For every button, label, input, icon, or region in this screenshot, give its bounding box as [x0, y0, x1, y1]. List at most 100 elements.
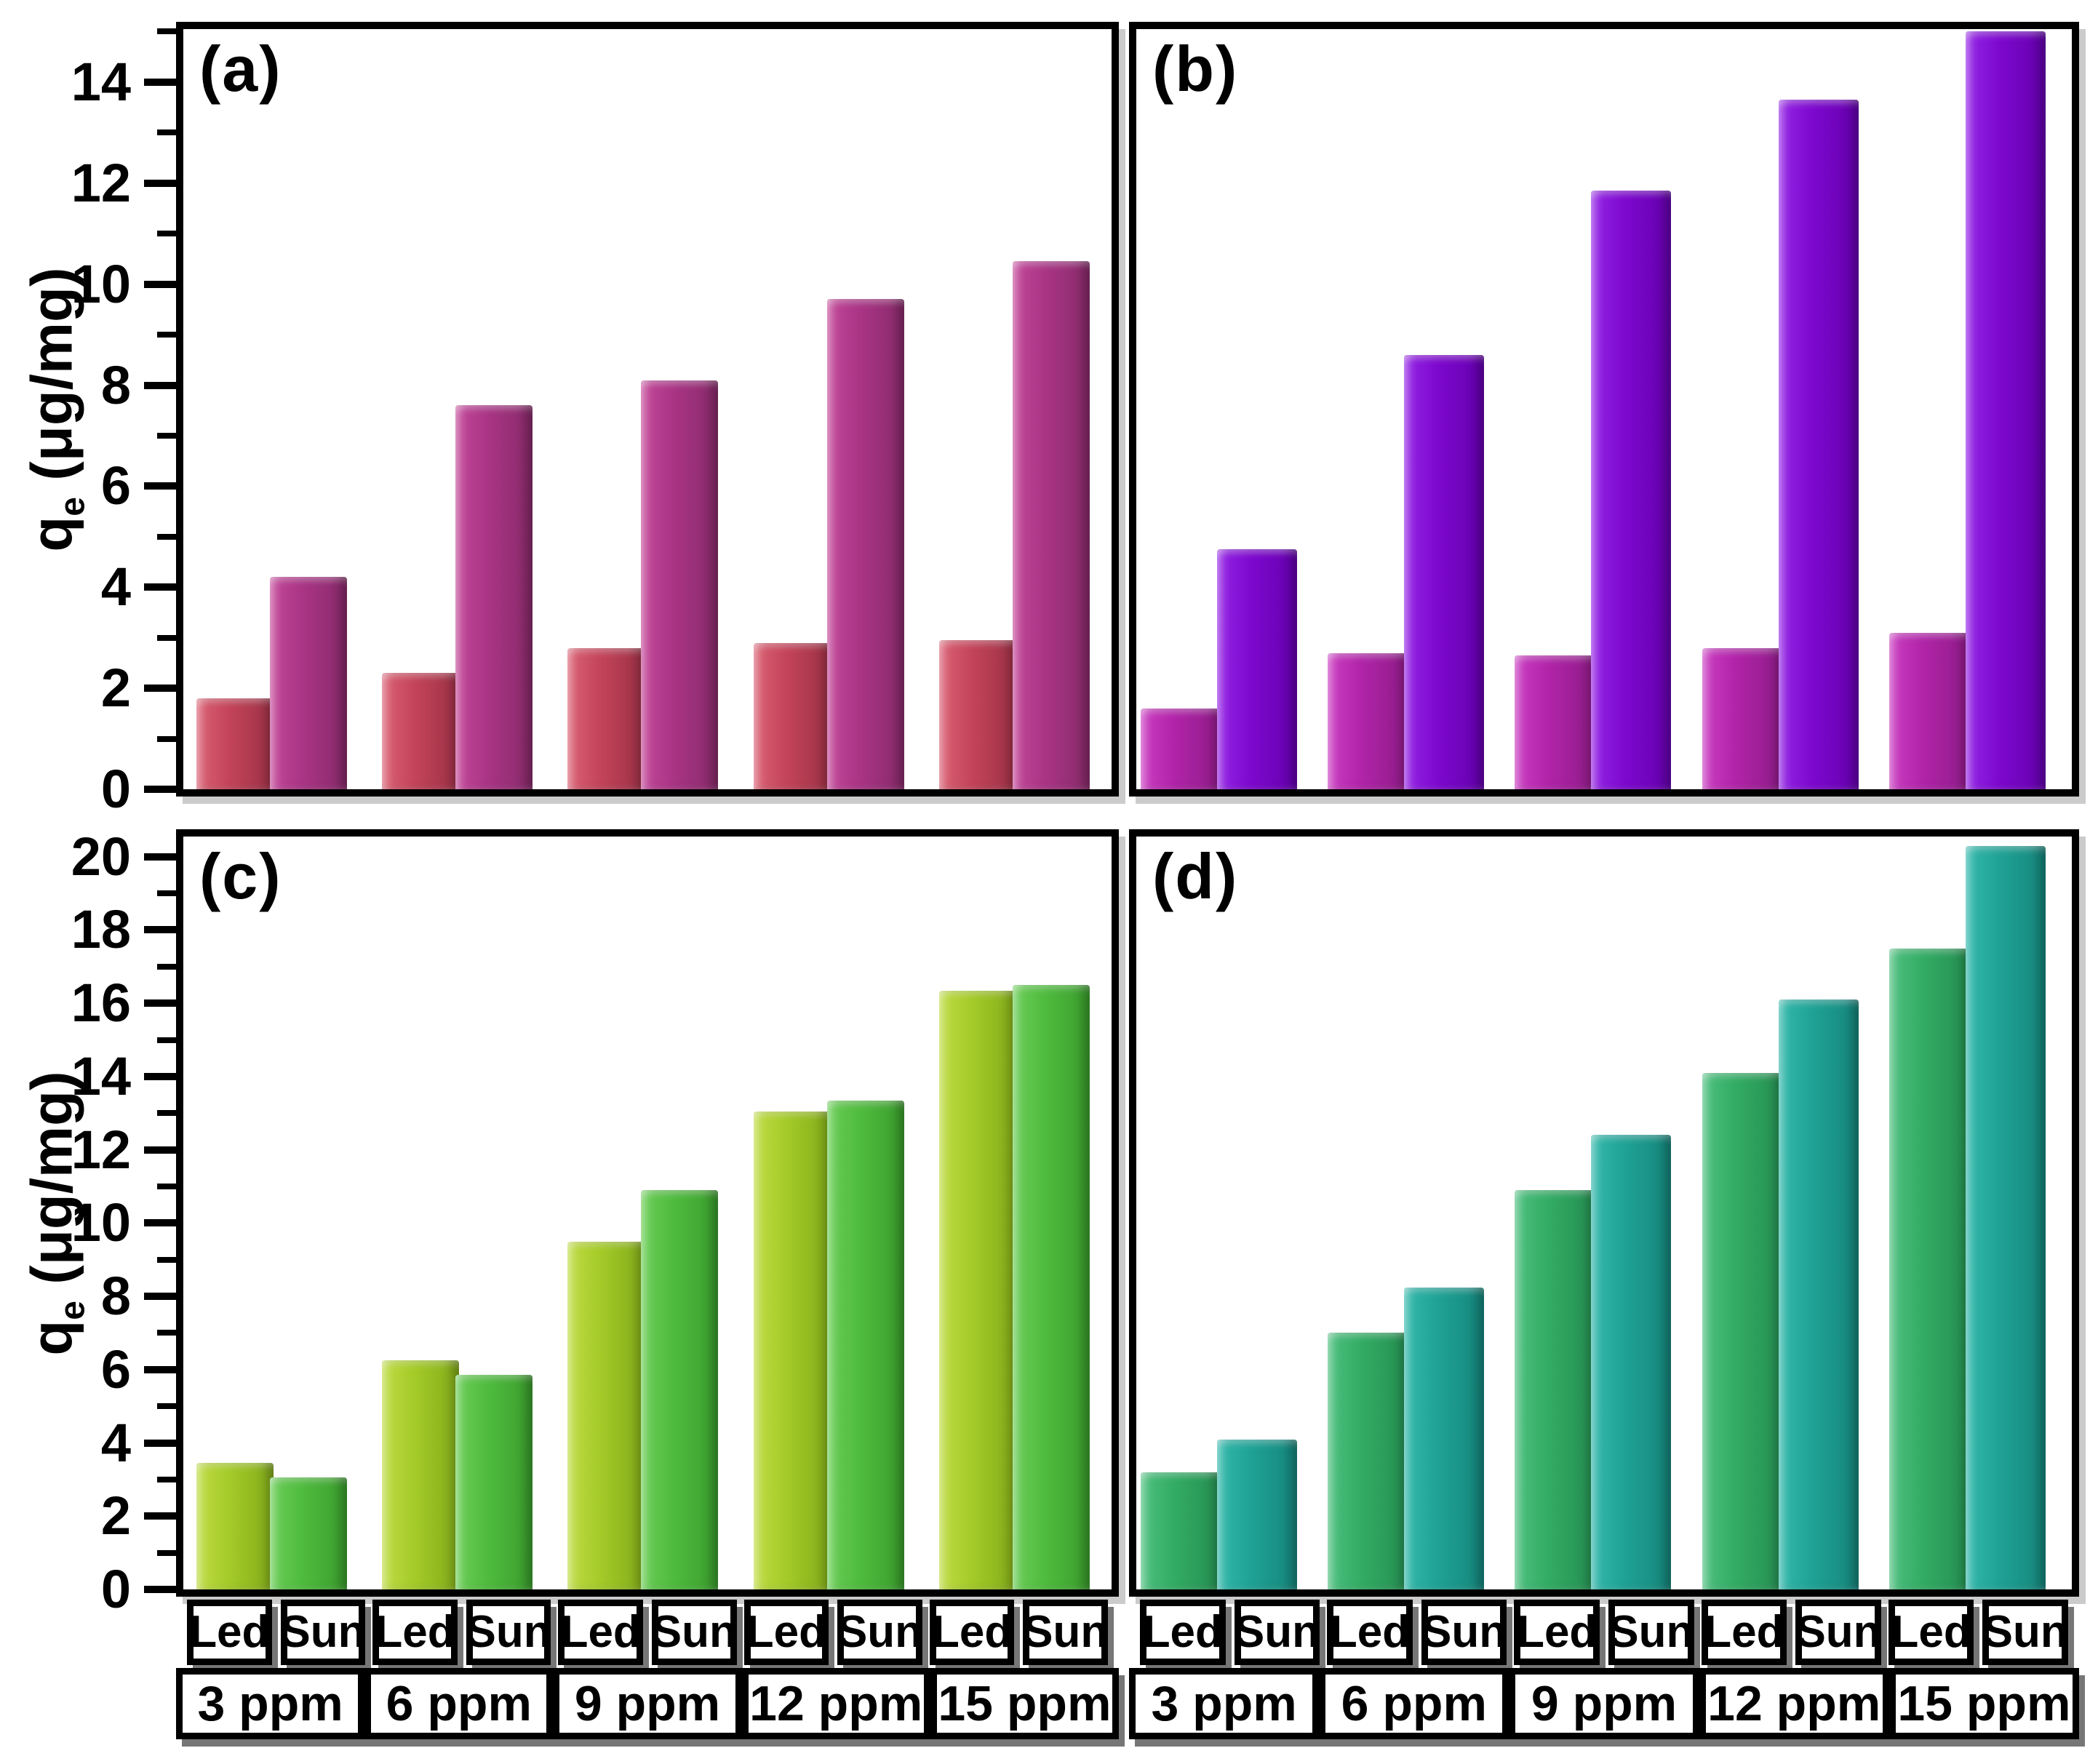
bar-b-sun-6ppm [1404, 354, 1485, 789]
led-sun-label-box-sun: Sun [1023, 1600, 1108, 1665]
bar-b-sun-15ppm [1965, 31, 2046, 789]
bar-b-sun-9ppm [1591, 191, 1672, 789]
led-sun-label: Sun [1421, 1607, 1507, 1657]
led-sun-label: Sun [466, 1607, 551, 1657]
led-sun-label: Led [1891, 1607, 1971, 1657]
y-minor-tick [157, 964, 176, 970]
bar-c-led-9ppm [567, 1241, 645, 1589]
bar-d-led-15ppm [1888, 948, 1969, 1589]
y-minor-tick [157, 635, 176, 641]
y-major-tick [144, 281, 176, 288]
led-sun-label-box-led: Led [558, 1600, 643, 1665]
y-minor-tick [157, 1184, 176, 1189]
panel-plot-area: (d) [1136, 837, 2072, 1589]
led-sun-label: Sun [1023, 1607, 1109, 1657]
y-major-tick [144, 1440, 176, 1447]
bar-b-led-3ppm [1141, 708, 1221, 789]
y-tick-label: 10 [71, 1192, 131, 1253]
y-major-tick [144, 685, 176, 692]
ppm-label-box: 15 ppm [1888, 1668, 2079, 1739]
led-sun-label-box-sun: Sun [1795, 1600, 1881, 1665]
led-sun-label: Sun [1795, 1607, 1881, 1657]
bar-a-sun-6ppm [455, 405, 533, 789]
led-sun-label-box-led: Led [929, 1600, 1015, 1665]
y-major-tick [144, 1512, 176, 1520]
led-sun-label-box-led: Led [1140, 1600, 1226, 1665]
led-sun-label: Led [746, 1607, 827, 1657]
y-minor-tick [157, 28, 176, 34]
led-sun-label-box-sun: Sun [280, 1600, 366, 1665]
led-sun-label-box-led: Led [1701, 1600, 1787, 1665]
bar-b-led-9ppm [1515, 655, 1595, 789]
ppm-label: 12 ppm [1707, 1676, 1881, 1731]
y-axis-label-units: (μg/mg) [19, 266, 84, 497]
y-tick-label: 2 [100, 1485, 131, 1546]
ppm-label-box: 12 ppm [741, 1668, 930, 1739]
panel-c: (c) [176, 829, 1119, 1597]
led-sun-label-box-led: Led [1514, 1600, 1600, 1665]
ppm-label: 6 ppm [1341, 1676, 1487, 1731]
panel-letter: (d) [1152, 840, 1239, 912]
y-tick-label: 12 [71, 1120, 131, 1180]
y-minor-tick [157, 231, 176, 236]
led-sun-label: Led [1517, 1607, 1598, 1657]
ppm-label-box: 9 ppm [1509, 1668, 1699, 1739]
ppm-label: 12 ppm [749, 1676, 923, 1731]
y-minor-tick [157, 890, 176, 896]
bar-c-sun-9ppm [641, 1190, 719, 1589]
y-minor-tick [157, 736, 176, 742]
y-major-tick [144, 482, 176, 490]
y-tick-label: 6 [100, 455, 131, 516]
bar-c-led-6ppm [382, 1360, 460, 1589]
y-major-tick [144, 79, 176, 86]
led-sun-label: Led [1704, 1607, 1784, 1657]
y-axis-label-base: q [19, 516, 84, 552]
panel-letter: (b) [1152, 33, 1239, 105]
ppm-label-box: 3 ppm [176, 1668, 365, 1739]
bar-b-led-6ppm [1328, 652, 1408, 789]
bar-a-sun-15ppm [1012, 261, 1090, 789]
bar-c-led-12ppm [753, 1111, 831, 1589]
y-major-tick [144, 583, 176, 591]
y-tick-label: 14 [71, 52, 131, 112]
panel-plot-area: (c) [183, 837, 1112, 1589]
ppm-label-box: 6 ppm [364, 1668, 554, 1739]
led-sun-label: Led [560, 1607, 641, 1657]
ppm-label: 9 ppm [1531, 1676, 1678, 1731]
bar-b-led-15ppm [1888, 632, 1969, 789]
y-tick-label: 12 [71, 153, 131, 213]
ppm-label: 15 ppm [1897, 1676, 2071, 1731]
ppm-label-box: 6 ppm [1319, 1668, 1509, 1739]
led-sun-label-box-sun: Sun [466, 1600, 551, 1665]
panel-d: (d) [1129, 829, 2079, 1597]
ppm-label: 3 ppm [1151, 1676, 1297, 1731]
y-minor-tick [157, 1403, 176, 1409]
y-tick-label: 16 [71, 973, 131, 1033]
led-sun-label-box-led: Led [1888, 1600, 1974, 1665]
led-sun-label: Sun [837, 1607, 923, 1657]
y-axis-label: qe (μg/mg) [20, 1071, 92, 1355]
led-sun-label: Sun [280, 1607, 366, 1657]
bar-b-sun-3ppm [1217, 549, 1297, 789]
bar-a-led-9ppm [567, 647, 645, 789]
bar-d-sun-15ppm [1965, 845, 2046, 1589]
bar-a-sun-9ppm [641, 380, 719, 789]
led-sun-label: Led [189, 1607, 270, 1657]
bar-c-sun-15ppm [1012, 984, 1090, 1589]
bar-a-led-15ppm [938, 640, 1016, 789]
bar-c-sun-12ppm [826, 1100, 904, 1589]
y-minor-tick [157, 332, 176, 338]
ppm-label: 15 ppm [938, 1676, 1112, 1731]
y-minor-tick [157, 1037, 176, 1043]
y-major-tick [144, 1219, 176, 1226]
led-sun-label-box-led: Led [372, 1600, 458, 1665]
y-minor-tick [157, 1257, 176, 1263]
led-sun-label-box-led: Led [1327, 1600, 1413, 1665]
y-minor-tick [157, 433, 176, 439]
y-major-tick [144, 1366, 176, 1373]
y-axis-label: qe (μg/mg) [19, 266, 92, 552]
ppm-label: 6 ppm [386, 1676, 532, 1731]
led-sun-label: Sun [1608, 1607, 1694, 1657]
y-major-tick [144, 786, 176, 793]
led-sun-label-box-sun: Sun [837, 1600, 922, 1665]
